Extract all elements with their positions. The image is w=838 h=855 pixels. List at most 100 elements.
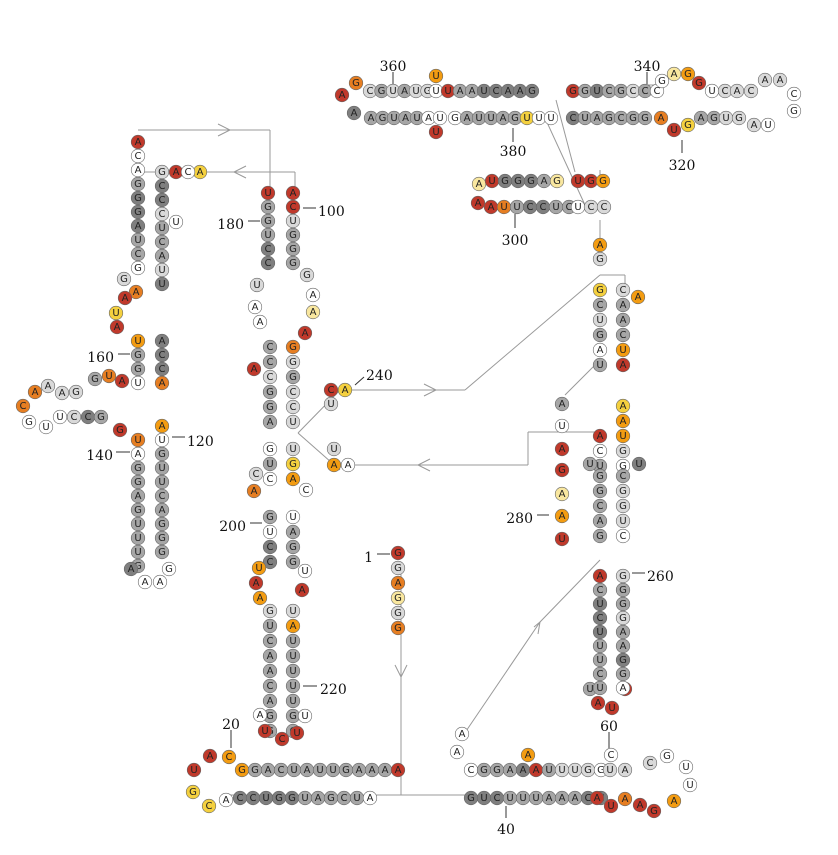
nucleotide: A — [305, 287, 321, 303]
svg-text:A: A — [159, 378, 166, 389]
svg-text:A: A — [402, 113, 409, 124]
svg-text:U: U — [255, 563, 262, 574]
svg-text:C: C — [267, 342, 274, 353]
svg-text:G: G — [72, 387, 80, 398]
svg-text:U: U — [607, 801, 614, 812]
nucleotide: C — [583, 199, 599, 215]
svg-text:G: G — [266, 606, 274, 617]
svg-text:U: U — [261, 726, 268, 737]
nucleotide: G — [523, 173, 539, 189]
svg-text:A: A — [142, 577, 149, 588]
nucleotide: U — [554, 418, 570, 434]
svg-text:A: A — [459, 729, 466, 740]
svg-text:U: U — [608, 703, 615, 714]
svg-text:A: A — [620, 416, 627, 427]
svg-text:A: A — [351, 108, 358, 119]
nucleotide: C — [488, 83, 504, 99]
svg-text:A: A — [135, 491, 142, 502]
nucleotide: A — [449, 744, 465, 760]
svg-text:A: A — [59, 388, 66, 399]
backbone-segment — [539, 559, 601, 623]
svg-text:C: C — [265, 258, 272, 269]
nucleotide: U — [604, 700, 620, 716]
nucleotide: G — [87, 371, 103, 387]
nucleotide: U — [570, 199, 586, 215]
nucleotide: G — [592, 528, 608, 544]
nucleotide: A — [746, 117, 762, 133]
svg-text:G: G — [289, 459, 297, 470]
nucleotide: A — [246, 361, 262, 377]
svg-text:C: C — [654, 86, 661, 97]
nucleotide: G — [592, 483, 608, 499]
nucleotide: U — [543, 110, 559, 126]
svg-text:A: A — [597, 516, 604, 527]
svg-text:U: U — [619, 345, 626, 356]
svg-text:U: U — [289, 444, 296, 455]
nucleotide: C — [592, 666, 608, 682]
svg-text:U: U — [158, 279, 165, 290]
svg-text:C: C — [620, 471, 627, 482]
svg-text:A: A — [257, 710, 264, 721]
position-number: 220 — [320, 682, 347, 698]
nucleotide: A — [615, 357, 631, 373]
nucleotide: U — [260, 185, 276, 201]
nucleotide: G — [116, 271, 132, 287]
nucleotide: A — [653, 110, 669, 126]
nucleotide: G — [731, 110, 747, 126]
svg-text:A: A — [135, 449, 142, 460]
nucleotide: C — [336, 790, 352, 806]
nucleotide: G — [285, 241, 301, 257]
svg-text:A: A — [517, 86, 524, 97]
nucleotide: G — [284, 790, 300, 806]
svg-text:G: G — [617, 86, 625, 97]
nucleotide: A — [615, 312, 631, 328]
svg-text:C: C — [341, 793, 348, 804]
nucleotide: U — [262, 524, 278, 540]
nucleotide: C — [260, 255, 276, 271]
nucleotide: U — [101, 368, 117, 384]
nucleotide: A — [262, 414, 278, 430]
svg-text:C: C — [597, 669, 604, 680]
svg-text:A: A — [620, 641, 627, 652]
nucleotide: U — [154, 432, 170, 448]
nucleotide: G — [260, 213, 276, 229]
nucleotide: U — [570, 173, 586, 189]
svg-text:U: U — [289, 606, 296, 617]
svg-text:A: A — [500, 113, 507, 124]
nucleotide: A — [123, 561, 139, 577]
svg-text:U: U — [134, 336, 141, 347]
nucleotide: G — [154, 530, 170, 546]
nucleotide: G — [262, 603, 278, 619]
svg-text:A: A — [620, 627, 627, 638]
svg-text:G: G — [289, 542, 297, 553]
nucleotide: G — [615, 652, 631, 668]
svg-text:A: A — [290, 527, 297, 538]
svg-text:A: A — [546, 793, 553, 804]
svg-text:A: A — [114, 322, 121, 333]
svg-text:G: G — [352, 78, 360, 89]
svg-text:A: A — [135, 137, 142, 148]
svg-text:U: U — [105, 371, 112, 382]
nucleotide: C — [743, 83, 759, 99]
svg-text:U: U — [190, 765, 197, 776]
nucleotide: U — [52, 409, 68, 425]
svg-text:U: U — [432, 71, 439, 82]
svg-text:G: G — [684, 69, 692, 80]
svg-text:U: U — [586, 684, 593, 695]
nucleotide: A — [390, 575, 406, 591]
svg-text:U: U — [289, 512, 296, 523]
svg-text:A: A — [265, 765, 272, 776]
svg-text:C: C — [290, 402, 297, 413]
nucleotide: G — [285, 554, 301, 570]
nucleotide: G — [549, 173, 565, 189]
svg-text:A: A — [267, 417, 274, 428]
svg-text:U: U — [134, 519, 141, 530]
nucleotide: G — [447, 110, 463, 126]
nucleotide: C — [262, 369, 278, 385]
svg-text:U: U — [262, 793, 269, 804]
svg-text:U: U — [480, 793, 487, 804]
nucleotide: U — [130, 232, 146, 248]
nucleotide: G — [154, 544, 170, 560]
svg-text:G: G — [158, 167, 166, 178]
nucleotide: A — [346, 105, 362, 121]
